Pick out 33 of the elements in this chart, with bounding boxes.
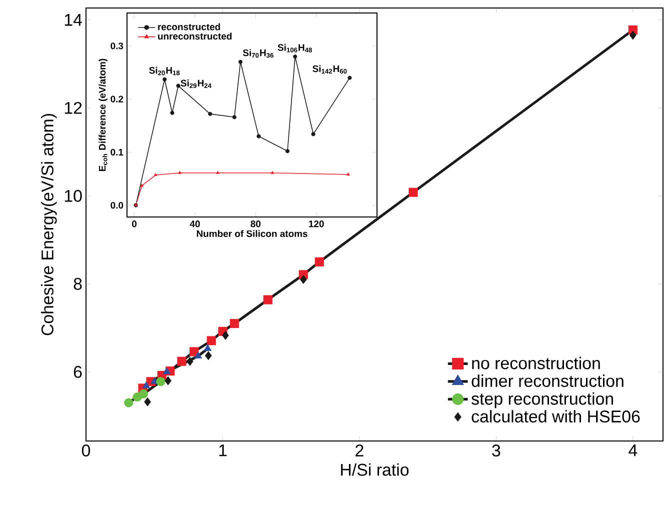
x-tick-label: 0 <box>132 220 137 228</box>
x-tick-label: 4 <box>628 444 638 456</box>
y-tick-label: 0.3 <box>110 42 124 50</box>
y-tick-label: 14 <box>64 14 82 26</box>
legend-label: reconstructed <box>158 23 220 30</box>
x-tick-label: 40 <box>190 220 200 228</box>
y-axis-title: E$_{coh}$ Difference (eV/atom) <box>98 58 108 171</box>
x-axis-title: Number of Silicon atoms <box>196 230 308 238</box>
x-tick-label: 0 <box>82 444 90 457</box>
x-tick-label: 2 <box>356 444 364 456</box>
x-axis-title: H/Si ratio <box>341 463 409 476</box>
y-tick-label: 0.1 <box>110 148 124 156</box>
y-tick-label: 0.2 <box>110 96 124 102</box>
y-tick-label: 10 <box>64 190 82 202</box>
x-tick-label: 1 <box>219 444 227 456</box>
x-tick-label: 120 <box>309 220 324 228</box>
annotation: Si$_{29}$H$_{24}$ <box>180 80 212 88</box>
legend-label: calculated with HSE06 <box>472 410 640 423</box>
x-tick-label: 3 <box>492 444 500 457</box>
legend-label: dimer reconstruction <box>472 374 624 387</box>
x-tick-label: 80 <box>250 220 261 228</box>
y-tick-label: 12 <box>64 102 82 114</box>
annotation: Si$_{106}$H$_{48}$ <box>278 44 312 52</box>
legend-label: no reconstruction <box>472 356 600 370</box>
y-tick-label: 8 <box>74 278 82 290</box>
annotation: Si$_{142}$H$_{60}$ <box>312 65 347 74</box>
legend-label: step reconstruction <box>472 392 614 408</box>
y-tick-label: 0.0 <box>110 202 124 209</box>
annotation: Si$_{20}$H$_{18}$ <box>149 66 180 76</box>
legend-label: unreconstructed <box>158 32 232 40</box>
y-tick-label: 6 <box>74 366 82 378</box>
y-axis-title: Cohesive Energy(eV/Si atom) <box>41 114 57 336</box>
annotation: Si$_{70}$H$_{36}$ <box>242 49 274 58</box>
